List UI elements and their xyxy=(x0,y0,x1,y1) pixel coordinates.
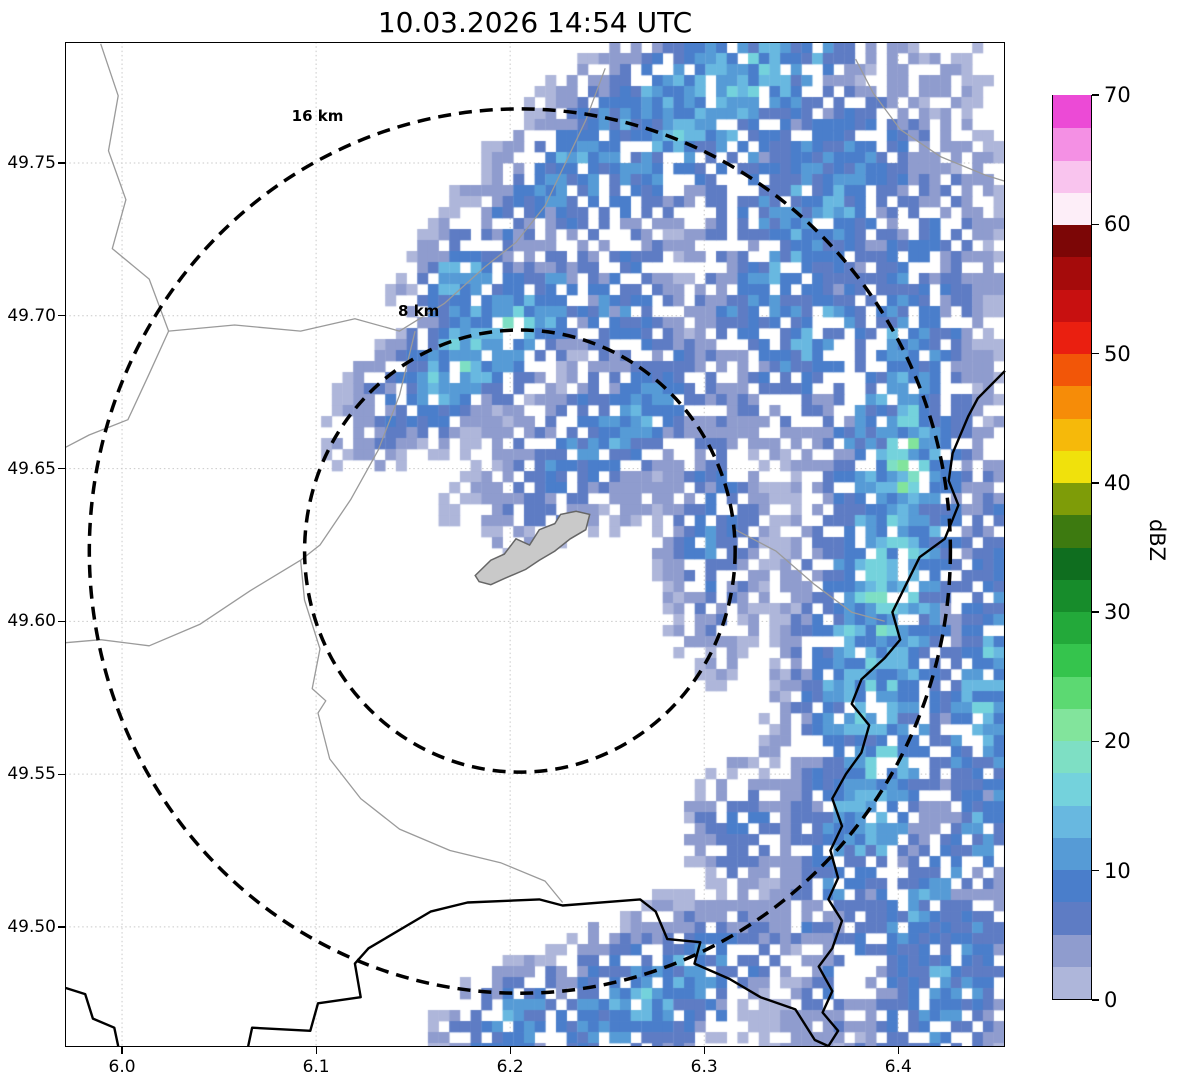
colorbar-band xyxy=(1053,739,1091,774)
y-tick-label: 49.65 xyxy=(7,458,56,479)
colorbar-band xyxy=(1053,965,1091,999)
y-tick-label: 49.75 xyxy=(7,153,56,173)
country-border-line xyxy=(817,369,1006,1047)
y-tick-mark xyxy=(58,773,65,775)
map-overlay-layer: 16 km 8 km xyxy=(65,43,1006,1048)
y-tick-mark xyxy=(58,620,65,622)
plot-area: 16 km 8 km xyxy=(65,42,1006,1048)
colorbar-tick-mark xyxy=(1092,223,1099,226)
range-ring-label: 8 km xyxy=(398,302,439,320)
colorbar xyxy=(1052,94,1092,1000)
colorbar-band xyxy=(1053,385,1091,419)
colorbar-band xyxy=(1053,836,1091,870)
colorbar-band xyxy=(1053,288,1091,322)
colorbar-band xyxy=(1053,675,1091,709)
colorbar-tick-label: 40 xyxy=(1104,470,1131,495)
colorbar-label: dBZ xyxy=(1145,518,1169,562)
colorbar-tick-mark xyxy=(1092,352,1099,355)
y-tick-mark xyxy=(58,926,65,928)
colorbar-band xyxy=(1053,127,1091,161)
country-border-line xyxy=(247,898,829,1048)
colorbar-tick-label: 30 xyxy=(1104,600,1131,625)
colorbar-tick-label: 50 xyxy=(1104,341,1131,366)
colorbar-band xyxy=(1053,933,1091,967)
country-border-line xyxy=(65,986,120,1047)
colorbar-band xyxy=(1053,578,1091,612)
admin-boundary-line xyxy=(299,560,564,903)
y-tick-label: 49.60 xyxy=(7,611,56,632)
colorbar-band xyxy=(1053,191,1091,225)
y-tick-label: 49.55 xyxy=(7,764,56,785)
colorbar-band xyxy=(1053,320,1091,354)
x-tick-mark xyxy=(897,1047,899,1054)
x-tick-mark xyxy=(509,1047,511,1054)
y-tick-mark xyxy=(58,162,65,164)
colorbar-band xyxy=(1053,707,1091,741)
colorbar-tick-mark xyxy=(1092,611,1099,613)
admin-boundary-line xyxy=(65,330,416,647)
colorbar-band xyxy=(1053,417,1091,451)
colorbar-tick-label: 70 xyxy=(1104,83,1131,107)
colorbar-band xyxy=(1053,772,1091,806)
colorbar-band xyxy=(1053,159,1091,193)
admin-boundary-line xyxy=(855,58,1006,182)
range-ring-16km xyxy=(87,107,953,995)
colorbar-band xyxy=(1053,643,1091,677)
colorbar-tick-mark xyxy=(1092,482,1099,484)
colorbar-tick-mark xyxy=(1092,999,1099,1001)
colorbar-tick-label: 0 xyxy=(1104,988,1118,1012)
colorbar-tick-label: 60 xyxy=(1104,212,1131,237)
colorbar-band xyxy=(1053,449,1091,483)
colorbar-band xyxy=(1053,868,1091,903)
x-tick-label: 6.1 xyxy=(302,1057,330,1077)
colorbar-tick-mark xyxy=(1092,740,1099,743)
y-tick-mark xyxy=(58,315,65,317)
x-tick-label: 6.4 xyxy=(884,1057,912,1077)
city-outline xyxy=(474,510,591,586)
colorbar-tick-label: 20 xyxy=(1104,729,1131,754)
x-tick-mark xyxy=(121,1047,123,1054)
y-tick-label: 49.70 xyxy=(7,305,56,326)
range-ring-8km xyxy=(302,328,737,774)
colorbar-band xyxy=(1053,256,1091,290)
colorbar-band xyxy=(1053,481,1091,516)
admin-boundary-line xyxy=(168,68,606,332)
colorbar-band xyxy=(1053,94,1091,129)
colorbar-band xyxy=(1053,546,1091,580)
admin-boundary-line xyxy=(734,529,885,622)
x-tick-mark xyxy=(315,1047,317,1054)
colorbar-tick-mark xyxy=(1092,94,1099,96)
plot-title: 10.03.2026 14:54 UTC xyxy=(377,6,693,39)
colorbar-band xyxy=(1053,352,1091,387)
colorbar-band xyxy=(1053,901,1091,935)
x-tick-mark xyxy=(703,1047,705,1054)
colorbar-tick-label: 10 xyxy=(1104,858,1131,883)
colorbar-tick-mark xyxy=(1092,869,1099,872)
y-tick-label: 49.50 xyxy=(7,916,56,937)
colorbar-band xyxy=(1053,223,1091,258)
x-tick-label: 6.3 xyxy=(690,1057,718,1077)
admin-boundary-line xyxy=(65,43,170,448)
range-ring-label: 16 km xyxy=(292,107,344,125)
colorbar-band xyxy=(1053,514,1091,548)
x-tick-label: 6.0 xyxy=(108,1057,136,1077)
x-tick-label: 6.2 xyxy=(496,1057,524,1077)
y-tick-mark xyxy=(58,467,65,470)
colorbar-band xyxy=(1053,804,1091,838)
colorbar-band xyxy=(1053,610,1091,645)
